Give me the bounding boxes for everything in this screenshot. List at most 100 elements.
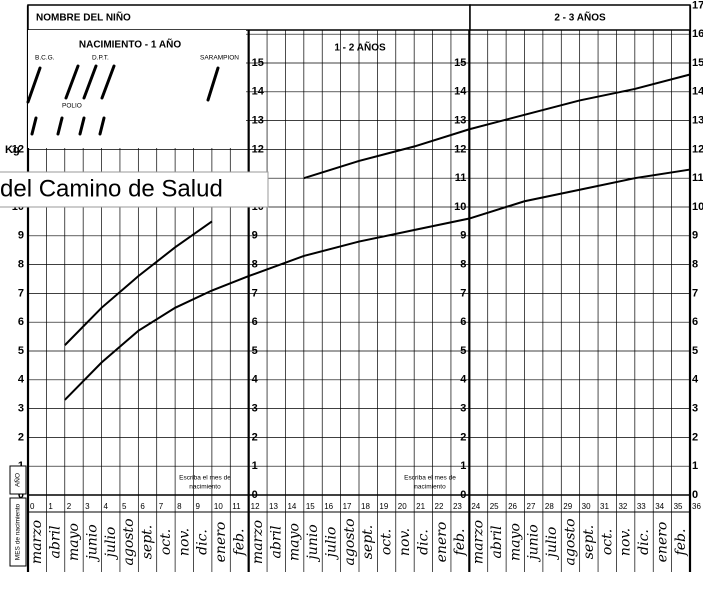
- x-tick-label: 24: [471, 502, 480, 511]
- y-unit: Kg: [5, 144, 20, 156]
- month-label: sept.: [360, 525, 376, 560]
- y-tick-label: 8: [460, 259, 466, 271]
- month-label: feb.: [231, 529, 247, 557]
- y-tick-label: 9: [252, 230, 258, 242]
- x-tick-label: 4: [104, 502, 109, 511]
- y-tick-label: 15: [454, 57, 466, 69]
- month-label: feb.: [452, 529, 468, 557]
- x-tick-label: 20: [398, 502, 407, 511]
- x-tick-label: 8: [177, 502, 182, 511]
- month-label: marzo: [471, 520, 487, 564]
- month-label: abril: [489, 526, 505, 559]
- y-tick-label: 0: [460, 489, 466, 501]
- x-tick-label: 2: [67, 502, 72, 511]
- y-tick-label: 14: [252, 86, 265, 98]
- month-label: dic.: [636, 529, 652, 555]
- y-tick-label: 6: [692, 316, 698, 328]
- month-label: dic.: [415, 529, 431, 555]
- x-tick-label: 16: [324, 502, 333, 511]
- x-tick-label: 5: [122, 502, 127, 511]
- month-label: junio: [305, 524, 321, 562]
- y-tick-label: 3: [460, 403, 466, 415]
- month-label: enero: [434, 522, 450, 563]
- x-tick-label: 1: [48, 502, 53, 511]
- y-tick-label: 9: [18, 230, 24, 242]
- x-tick-label: 6: [140, 502, 145, 511]
- x-tick-label: 0: [30, 502, 35, 511]
- y-tick-label: 7: [460, 287, 466, 299]
- y-tick-label: 1: [460, 460, 466, 472]
- month-label: abril: [48, 526, 64, 559]
- x-tick-label: 14: [287, 502, 296, 511]
- y-tick-label: 9: [460, 230, 466, 242]
- overlay-box: [0, 171, 269, 208]
- x-tick-label: 31: [600, 502, 609, 511]
- year3-label: 2 - 3 AÑOS: [554, 11, 606, 24]
- x-tick-label: 30: [582, 502, 591, 511]
- y-tick-label: 10: [454, 201, 466, 213]
- month-label: nov.: [397, 528, 413, 556]
- y-tick-label: 6: [252, 316, 258, 328]
- month-label: junio: [526, 524, 542, 562]
- overlay-text: del Camino de Salud: [0, 175, 223, 202]
- y-tick-label: 14: [692, 86, 703, 98]
- y-tick-label: 5: [692, 345, 698, 357]
- month-label: abril: [268, 526, 284, 559]
- month-label: oct.: [158, 529, 174, 555]
- vaccine-label: B.C.G.: [35, 55, 55, 62]
- y-tick-label: 14: [454, 86, 467, 98]
- month-box: [9, 497, 27, 567]
- y-tick-label: 11: [455, 172, 467, 184]
- y-tick-label: 3: [18, 403, 24, 415]
- y-tick-label: 12: [692, 143, 703, 155]
- name-label: NOMBRE DEL NIÑO: [36, 11, 131, 24]
- month-label: enero: [213, 522, 229, 563]
- month-label: agosto: [121, 519, 137, 566]
- y-tick-label: 5: [460, 345, 466, 357]
- birth-note: Escriba el mes de: [404, 475, 456, 482]
- y-tick-label: 1: [692, 460, 698, 472]
- month-label: marzo: [250, 520, 266, 564]
- y-tick-label: 2: [18, 431, 24, 443]
- month-label: julio: [103, 527, 119, 561]
- month-label: sept.: [581, 525, 597, 560]
- x-tick-label: 15: [306, 502, 315, 511]
- month-label: junio: [84, 524, 100, 562]
- month-label: MES de nacimiento: [15, 503, 22, 560]
- notes: Escriba el mes de nacimiento Escriba el …: [9, 465, 456, 567]
- month-label: sept.: [140, 525, 156, 560]
- x-tick-label: 28: [545, 502, 554, 511]
- x-tick-label: 17: [343, 502, 352, 511]
- y-tick-label: 7: [252, 287, 258, 299]
- x-tick-label: 34: [655, 502, 664, 511]
- month-label: enero: [654, 522, 670, 563]
- x-tick-label: 32: [618, 502, 627, 511]
- month-label: julio: [544, 527, 560, 561]
- x-tick-label: 22: [435, 502, 444, 511]
- y-tick-label: 12: [252, 143, 264, 155]
- y-tick-label: 4: [460, 374, 467, 386]
- month-label: feb.: [673, 529, 689, 557]
- y-tick-label: 12: [454, 143, 466, 155]
- x-tick-label: 36: [692, 502, 701, 511]
- month-label: mayo: [507, 523, 523, 561]
- x-tick-label: 10: [214, 502, 223, 511]
- month-label: mayo: [66, 523, 82, 561]
- month-label: oct.: [379, 529, 395, 555]
- year3-box: [469, 4, 691, 31]
- year-box: [9, 465, 27, 495]
- y-tick-label: 1: [252, 460, 258, 472]
- header-panels: NOMBRE DEL NIÑO 2 - 3 AÑOS NACIMIENTO - …: [5, 4, 691, 156]
- y-tick-label: 2: [692, 431, 698, 443]
- x-tick-label: 19: [379, 502, 388, 511]
- year1-label: NACIMIENTO - 1 AÑO: [79, 38, 181, 51]
- y-tick-label: 8: [18, 259, 24, 271]
- y-tick-label: 13: [252, 115, 264, 127]
- x-tick-label: 12: [251, 502, 260, 511]
- y-tick-label: 6: [18, 316, 24, 328]
- y-tick-label: 15: [692, 57, 703, 69]
- x-tick-label: 26: [508, 502, 517, 511]
- y-tick-label: 10: [692, 201, 703, 213]
- vaccine-box: [28, 30, 246, 148]
